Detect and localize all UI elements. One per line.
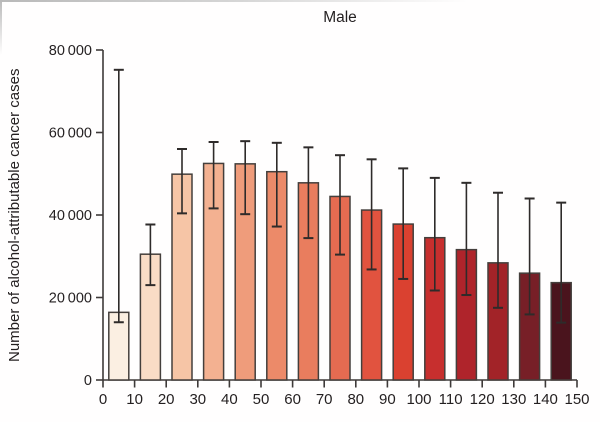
x-tick-label: 0 [99, 391, 107, 408]
x-tick-label: 30 [189, 391, 206, 408]
y-tick-label: 80 000 [49, 43, 92, 59]
y-tick-label: 20 000 [49, 291, 92, 307]
y-tick-label: 60 000 [49, 126, 92, 142]
x-tick-label: 40 [221, 391, 238, 408]
y-axis-label: Number of alcohol-attributable cancer ca… [6, 68, 23, 362]
x-tick-label: 130 [501, 391, 526, 408]
x-tick-label: 50 [253, 391, 270, 408]
x-tick-label: 100 [406, 391, 431, 408]
x-tick-label: 140 [533, 391, 558, 408]
x-tick-label: 60 [284, 391, 301, 408]
x-tick-label: 120 [470, 391, 495, 408]
x-tick-label: 80 [347, 391, 364, 408]
x-tick-label: 10 [126, 391, 143, 408]
y-tick-label: 0 [84, 373, 92, 389]
x-tick-label: 110 [439, 391, 463, 408]
x-tick-label: 20 [158, 391, 175, 408]
x-tick-label: 90 [379, 391, 396, 408]
chart-title: Male [323, 9, 357, 26]
screenshot-edge-artifact [0, 0, 600, 2]
x-tick-label: 70 [316, 391, 333, 408]
y-tick-label: 40 000 [49, 208, 92, 224]
x-tick-label: 150 [564, 391, 589, 408]
screenshot-edge-artifact [0, 0, 2, 55]
